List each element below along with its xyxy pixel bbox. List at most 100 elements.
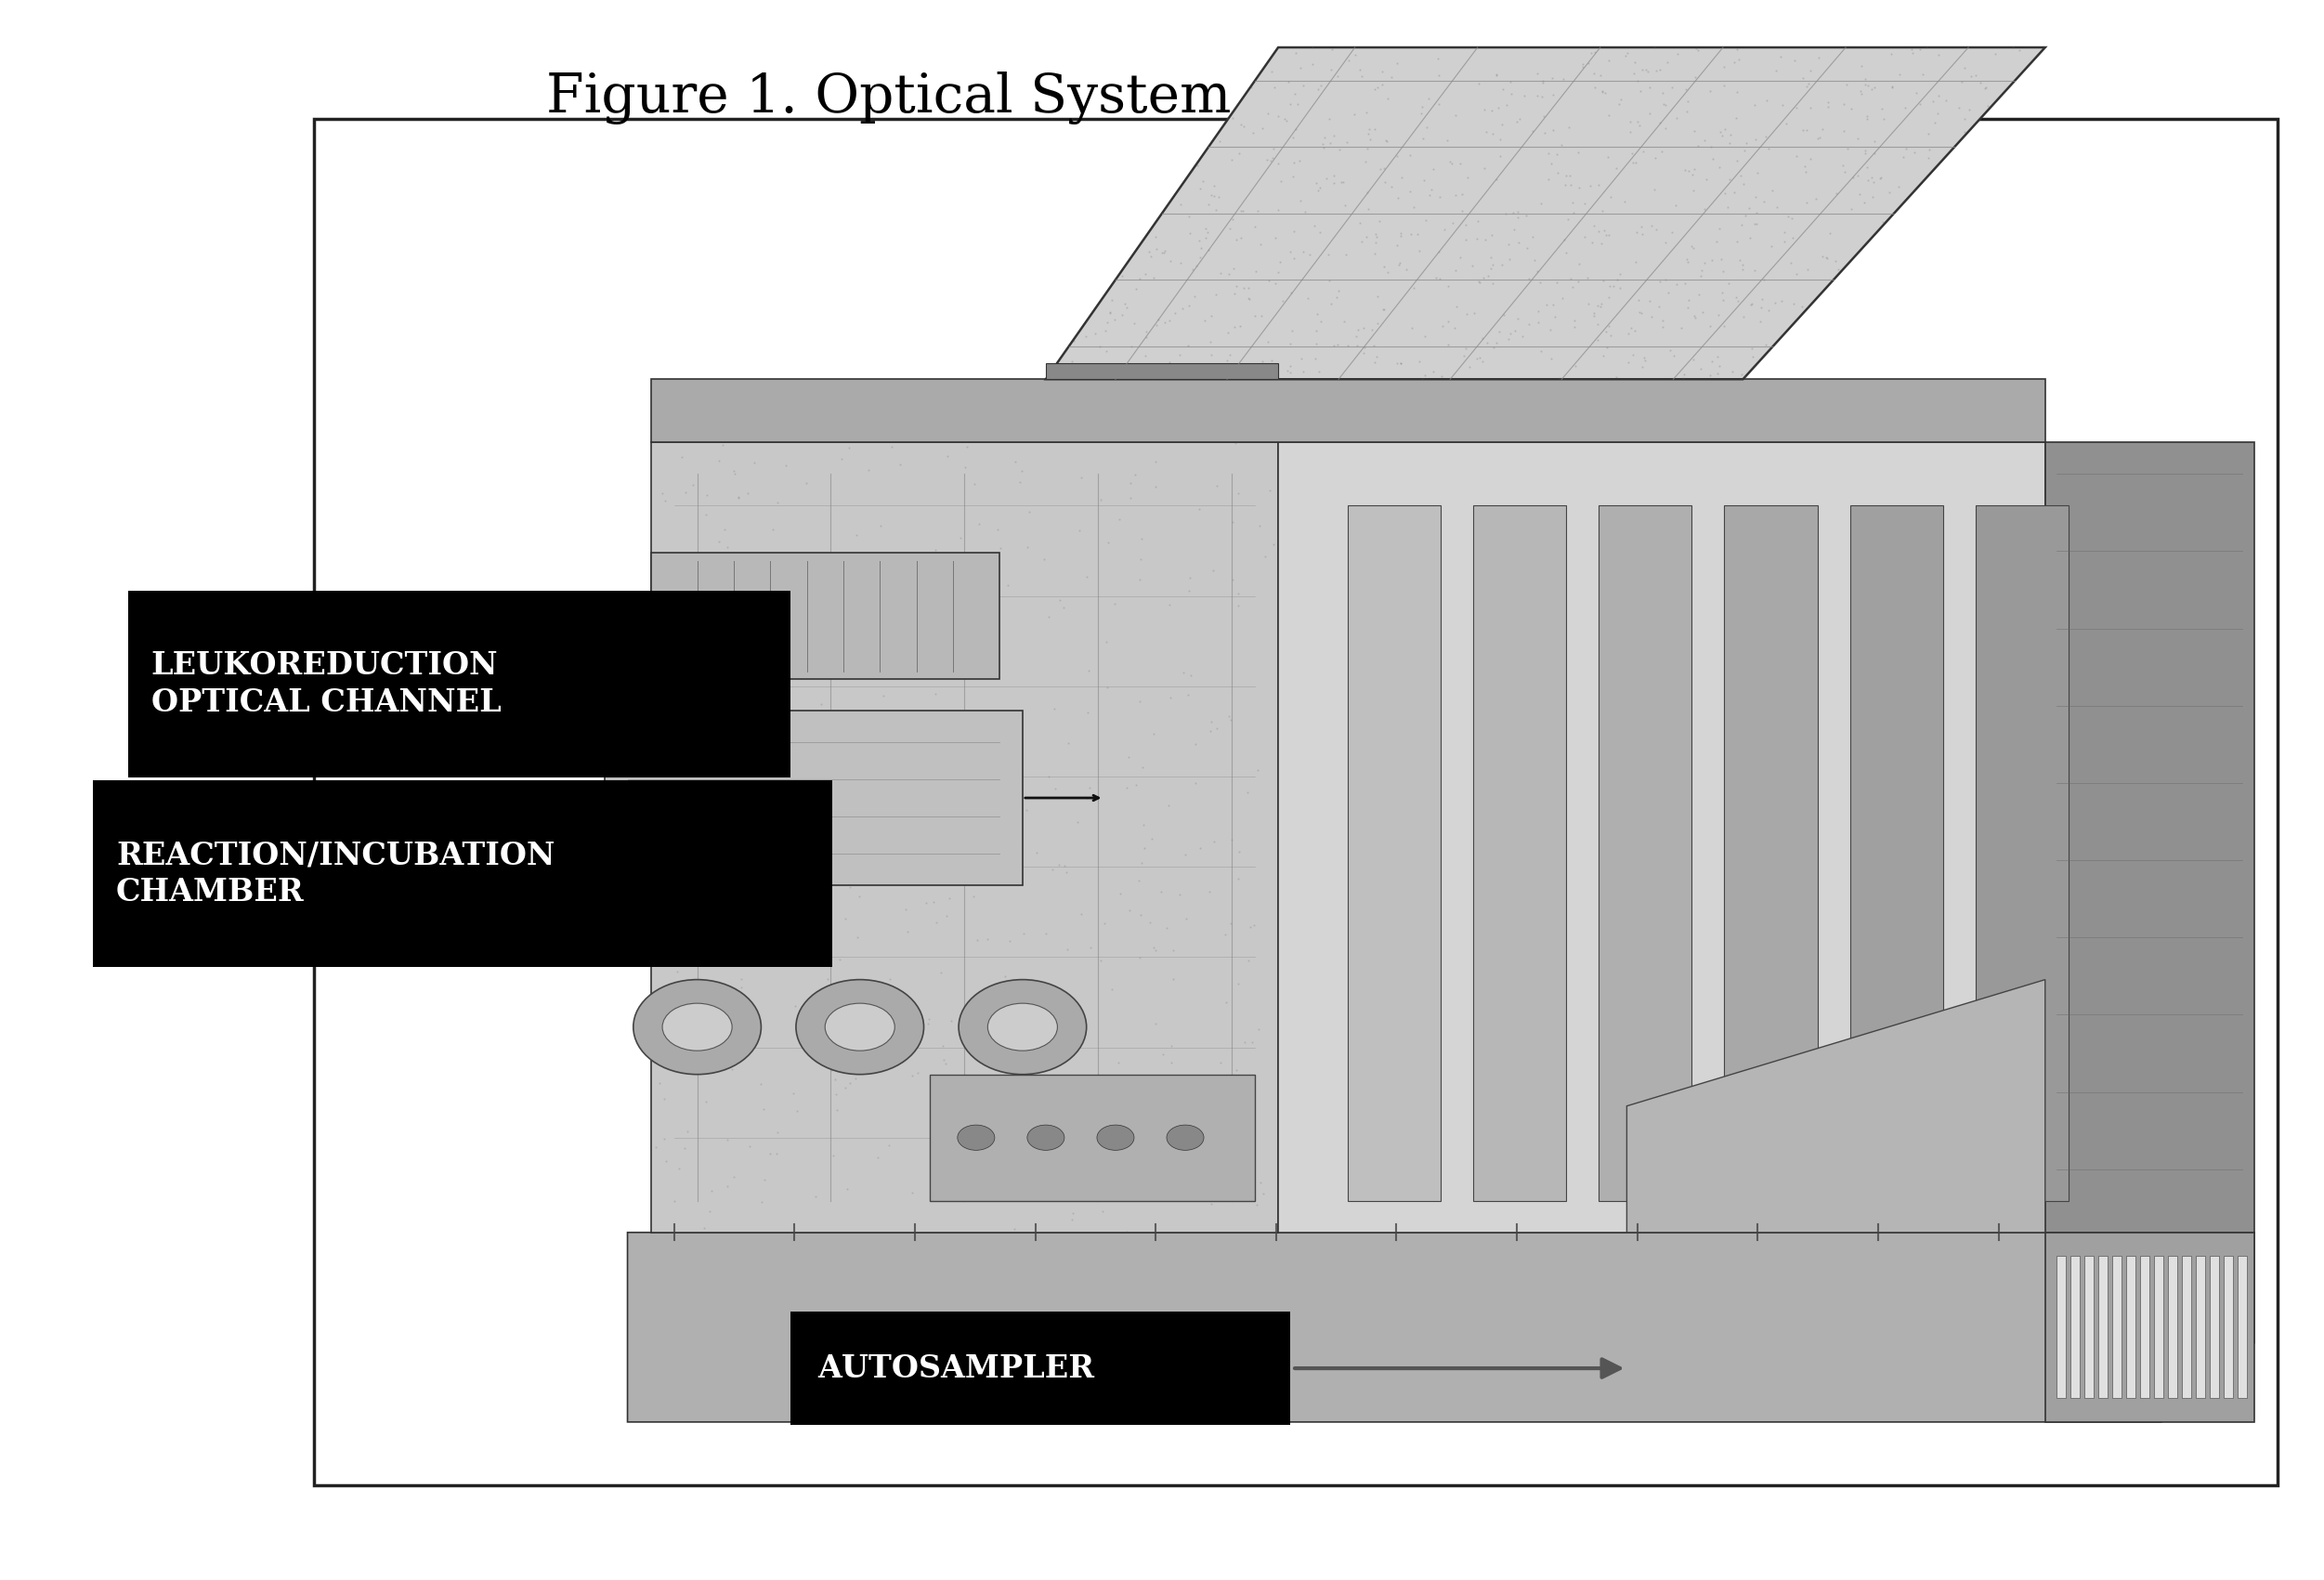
Point — [1320, 278, 1357, 303]
Point — [925, 1048, 962, 1073]
Point — [1241, 1169, 1278, 1194]
Point — [720, 804, 758, 830]
Point — [1880, 174, 1917, 199]
Point — [1211, 343, 1248, 368]
Point — [1615, 150, 1652, 175]
Point — [1736, 93, 1773, 118]
Point — [1225, 275, 1262, 300]
Point — [1425, 313, 1462, 338]
Point — [1669, 88, 1706, 114]
Point — [1552, 267, 1590, 292]
Point — [1648, 115, 1685, 141]
Point — [1722, 163, 1759, 188]
Point — [1378, 351, 1415, 376]
Point — [693, 1005, 730, 1030]
Point — [1329, 47, 1367, 73]
Point — [811, 934, 848, 959]
Point — [1134, 935, 1171, 961]
Point — [1585, 218, 1622, 243]
Point — [1624, 354, 1662, 379]
Point — [1276, 150, 1313, 175]
Point — [720, 485, 758, 510]
Point — [686, 575, 723, 600]
Point — [865, 683, 902, 708]
Point — [1727, 363, 1764, 389]
Point — [1053, 1114, 1090, 1139]
Point — [779, 758, 816, 784]
Point — [760, 1119, 797, 1144]
Point — [1174, 256, 1211, 281]
Point — [1181, 836, 1218, 861]
Point — [1241, 1016, 1278, 1041]
Point — [1060, 354, 1097, 379]
Point — [1220, 592, 1257, 618]
Point — [1199, 716, 1236, 741]
Point — [646, 544, 683, 569]
Point — [1694, 349, 1731, 374]
Point — [704, 433, 741, 458]
Point — [904, 632, 941, 657]
Point — [1636, 58, 1673, 84]
Point — [960, 616, 997, 641]
Point — [1499, 307, 1536, 332]
Point — [1164, 660, 1202, 686]
Point — [1055, 1201, 1092, 1226]
Point — [1046, 853, 1083, 878]
Point — [1318, 284, 1355, 310]
Point — [1192, 878, 1229, 904]
Point — [1555, 314, 1592, 340]
Point — [1511, 265, 1548, 291]
Point — [1613, 141, 1650, 166]
Point — [1255, 531, 1292, 556]
Point — [1787, 117, 1824, 142]
Point — [1125, 836, 1162, 861]
Point — [1415, 359, 1452, 384]
Point — [832, 1071, 869, 1097]
Polygon shape — [1046, 47, 2045, 379]
Point — [1027, 921, 1064, 946]
Point — [737, 689, 774, 714]
Point — [1422, 363, 1459, 389]
Point — [1641, 57, 1678, 82]
Point — [1002, 1093, 1039, 1119]
Point — [1669, 246, 1706, 272]
Point — [774, 807, 811, 833]
Point — [1720, 47, 1757, 73]
Point — [1136, 224, 1174, 250]
Point — [1764, 92, 1801, 117]
Point — [1645, 92, 1683, 117]
Point — [667, 480, 704, 506]
Point — [1834, 196, 1871, 221]
Point — [1111, 744, 1148, 769]
Point — [1706, 73, 1743, 98]
Point — [1720, 36, 1757, 62]
Point — [1350, 126, 1387, 152]
Point — [1583, 294, 1620, 319]
Point — [1236, 213, 1274, 239]
Circle shape — [1027, 1125, 1064, 1150]
Point — [1590, 284, 1627, 310]
Point — [716, 461, 753, 487]
Point — [1260, 259, 1297, 284]
Point — [1369, 128, 1406, 153]
Point — [1290, 286, 1327, 311]
Point — [1292, 242, 1329, 267]
Point — [706, 517, 744, 542]
Point — [1206, 923, 1243, 948]
Point — [946, 455, 983, 480]
Point — [706, 986, 744, 1011]
Polygon shape — [1046, 363, 1278, 379]
Point — [1838, 163, 1875, 188]
Point — [1631, 101, 1669, 126]
Point — [1455, 300, 1492, 325]
Point — [1364, 71, 1401, 96]
Point — [1466, 98, 1504, 123]
Point — [1406, 324, 1443, 349]
Point — [1183, 235, 1220, 261]
Point — [1618, 220, 1655, 245]
Point — [1122, 547, 1160, 572]
Point — [1692, 79, 1729, 104]
Point — [1373, 174, 1411, 199]
Point — [1088, 629, 1125, 654]
Point — [1792, 95, 1829, 120]
